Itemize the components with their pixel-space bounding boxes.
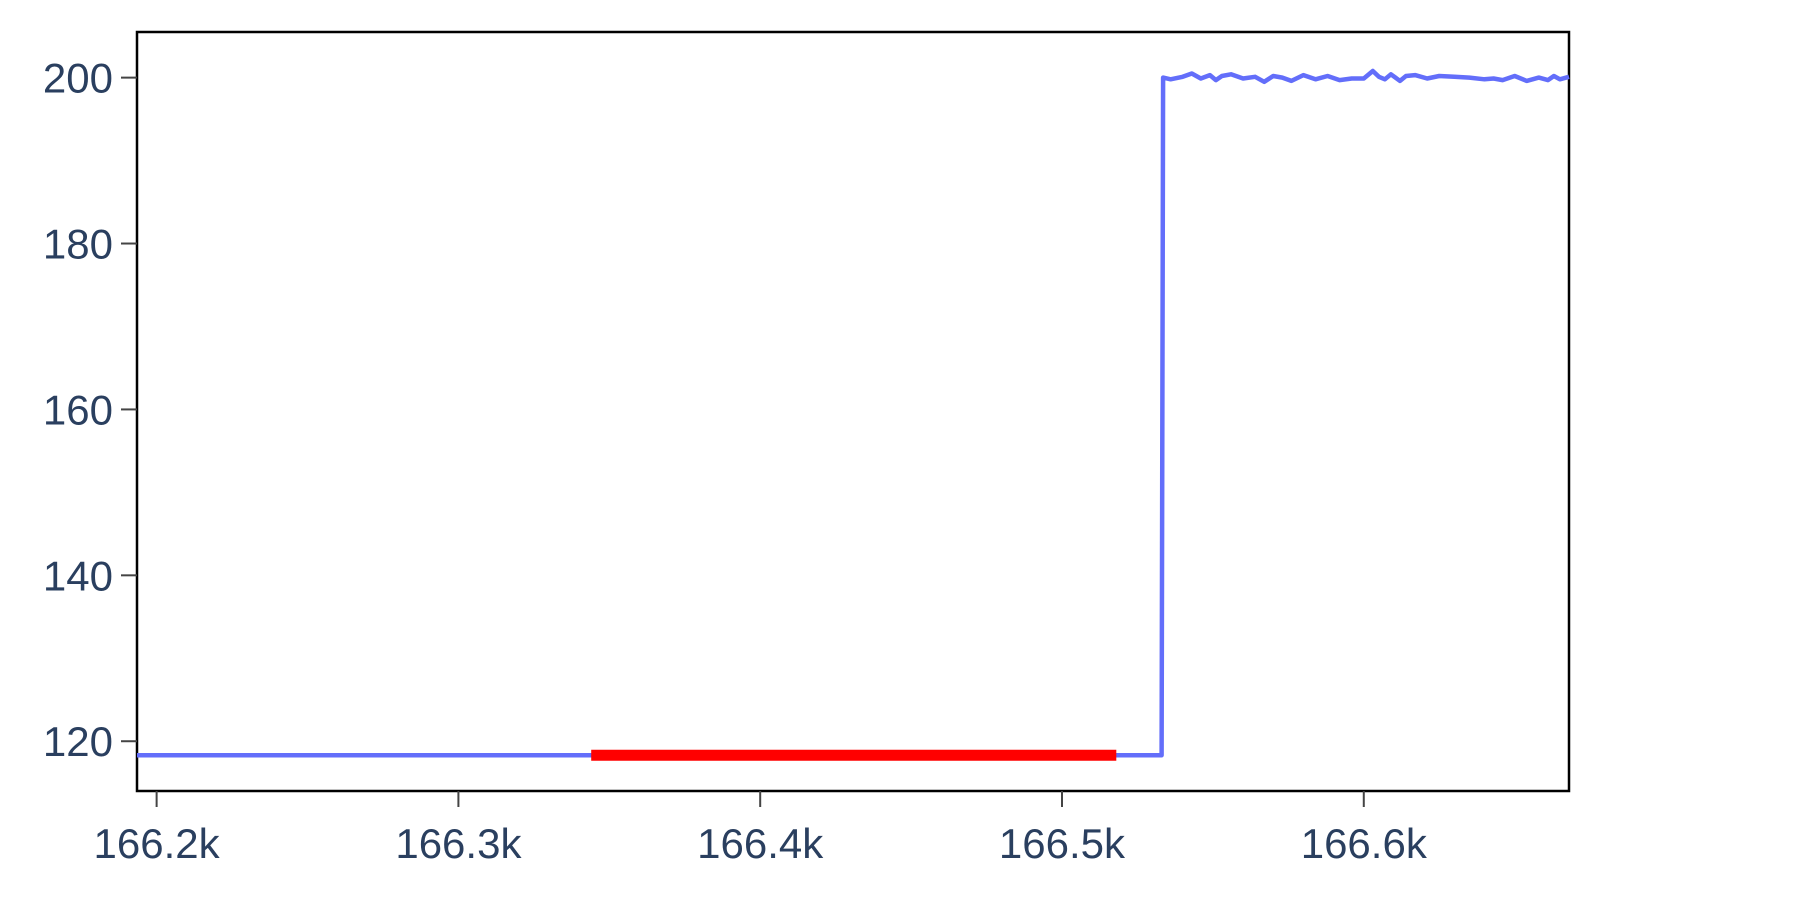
series-layer (137, 68, 1570, 761)
y-axis: 120 140 160 180 200 (43, 55, 137, 765)
y-tick-label: 200 (43, 55, 113, 102)
y-tick-label: 160 (43, 386, 113, 433)
x-axis: 166.2k 166.3k 166.4k 166.5k 166.6k (94, 791, 1428, 867)
y-tick-label: 140 (43, 552, 113, 599)
plot-frame-group (135, 30, 1571, 793)
x-tick-label: 166.3k (395, 820, 522, 867)
x-tick-label: 166.6k (1301, 820, 1428, 867)
y-tick-label: 180 (43, 221, 113, 268)
y-tick-label: 120 (43, 718, 113, 765)
x-tick-label: 166.5k (999, 820, 1126, 867)
x-tick-label: 166.4k (697, 820, 824, 867)
plot-area-frame (135, 30, 1571, 793)
series-line (137, 68, 1570, 758)
x-tick-label: 166.2k (94, 820, 221, 867)
